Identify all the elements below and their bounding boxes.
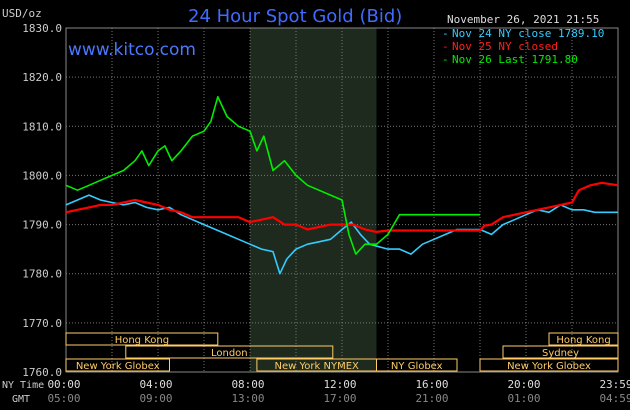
session-label: Hong Kong [115,335,169,346]
gmt-tick-label: 05:00 [47,392,80,405]
session-box [125,345,334,359]
y-tick-label: 1830.0 [22,22,62,35]
legend-entry-nov25: Nov 25 NY closed [452,40,558,53]
y-tick-label: 1760.0 [22,366,62,379]
price-series [65,96,619,275]
x-axis-ticks: 00:00 04:00 08:00 12:00 16:00 20:00 23:59 [47,378,630,391]
gmt-tick-label: 17:00 [323,392,356,405]
session-label: London [211,348,248,359]
y-tick-label: 1780.0 [22,268,62,281]
gmt-label: GMT [12,394,30,405]
gmt-tick-label: 09:00 [139,392,172,405]
session-label: Hong Kong [556,335,610,346]
legend-entry-nov24: Nov 24 NY close 1789.10 [452,27,604,40]
session-label: Sydney [542,348,579,359]
x-tick-label: 23:59 [599,378,630,391]
market-sessions: Hong Kong Hong Kong London Sydney New York G… [65,332,619,372]
legend: Nov 24 NY close 1789.10 Nov 25 NY closed… [442,27,604,66]
session-bar: Sydney [502,345,619,359]
session-box [65,358,170,372]
session-box [479,358,619,372]
nymex-shaded-region [250,28,377,372]
session-box [65,332,219,346]
session-bar: New York Globex [65,358,170,372]
session-label: New York Globex [507,361,591,372]
x-tick-label: 12:00 [323,378,356,391]
timestamp: November 26, 2021 21:55 [447,13,599,26]
y-tick-label: 1810.0 [22,120,62,133]
session-bar: London [125,345,334,359]
website-link[interactable]: www.kitco.com [68,40,196,60]
x-tick-label: 20:00 [507,378,540,391]
legend-dash-3: - [442,53,449,66]
session-bar: Hong Kong [548,332,619,346]
y-tick-label: 1820.0 [22,71,62,84]
series-line-2 [65,181,619,233]
session-label: NY Globex [391,361,443,372]
plot-frame [65,27,619,373]
ny-time-label: NY Time [2,380,44,391]
y-tick-label: 1800.0 [22,169,62,182]
legend-dash-2: - [442,40,449,53]
chart-title: 24 Hour Spot Gold (Bid) [188,6,402,27]
y-tick-label: 1790.0 [22,219,62,232]
series-line-1 [65,194,618,275]
x-tick-label: 16:00 [415,378,448,391]
x-tick-label: 04:00 [139,378,172,391]
series-line-3 [65,96,480,255]
y-axis-unit: USD/oz [2,7,42,20]
legend-entry-nov26: Nov 26 Last 1791.80 [452,53,578,66]
session-box [502,345,619,359]
y-tick-label: 1770.0 [22,317,62,330]
session-box [376,358,458,372]
session-bar: New York NYMEX [256,358,377,372]
y-axis-ticks: 1760.0 1770.0 1780.0 1790.0 1800.0 1810.0 1820… [22,22,62,379]
session-bar: NY Globex [376,358,458,372]
gmt-axis-ticks: 05:00 09:00 13:00 17:00 21:00 01:00 04:59 [47,392,630,405]
x-tick-label: 00:00 [47,378,80,391]
session-box [548,332,619,346]
session-label: New York NYMEX [275,361,360,372]
gmt-tick-label: 13:00 [231,392,264,405]
gmt-tick-label: 04:59 [599,392,630,405]
session-bar: New York Globex [479,358,619,372]
x-tick-label: 08:00 [231,378,264,391]
legend-dash-1: - [442,27,449,40]
session-label: New York Globex [76,361,160,372]
gmt-tick-label: 01:00 [507,392,540,405]
gmt-tick-label: 21:00 [415,392,448,405]
session-bar: Hong Kong [65,332,219,346]
